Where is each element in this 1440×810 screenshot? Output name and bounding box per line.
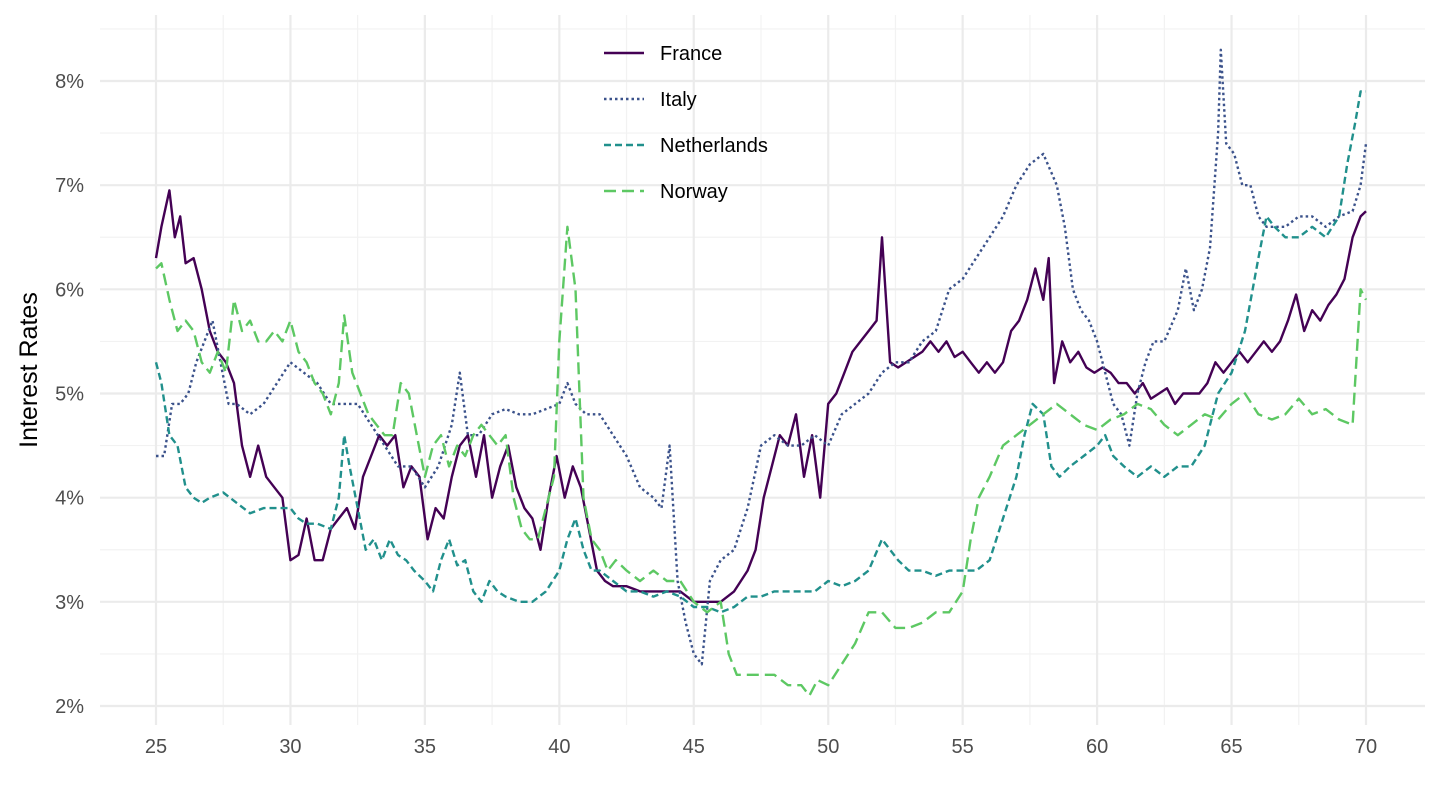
legend-label-norway: Norway: [660, 181, 728, 203]
y-tick-label: 3%: [55, 592, 84, 614]
y-tick-label: 6%: [55, 279, 84, 301]
y-axis-title: Interest Rates: [15, 292, 43, 448]
y-tick-label: 4%: [55, 488, 84, 510]
y-tick-label: 2%: [55, 696, 84, 718]
series-line-netherlands: [154, 90, 1366, 614]
x-tick-label: 55: [952, 736, 974, 758]
legend-label-italy: Italy: [660, 89, 697, 111]
x-tick-label: 40: [548, 736, 570, 758]
x-tick-label: 65: [1220, 736, 1242, 758]
x-tick-label: 50: [817, 736, 839, 758]
legend-label-france: France: [660, 43, 722, 65]
x-tick-label: 45: [683, 736, 705, 758]
minor-grid: [100, 15, 1425, 725]
series-line-norway: [155, 225, 1368, 697]
x-tick-label: 30: [279, 736, 301, 758]
x-tick-label: 35: [414, 736, 436, 758]
x-tick-label: 60: [1086, 736, 1108, 758]
y-tick-label: 7%: [55, 175, 84, 197]
y-tick-label: 8%: [55, 71, 84, 93]
legend-label-netherlands: Netherlands: [660, 135, 768, 157]
x-tick-label: 70: [1355, 736, 1377, 758]
x-axis-ticks: 25 30 35 40 45 50 55 60 65 70: [145, 736, 1377, 758]
y-tick-label: 5%: [55, 384, 84, 406]
legend: France Italy Netherlands Norway: [604, 43, 768, 203]
y-axis-ticks: 2% 3% 4% 5% 6% 7% 8%: [55, 71, 84, 718]
series-line-italy: [156, 48, 1368, 666]
series-layer: [154, 48, 1368, 697]
x-tick-label: 25: [145, 736, 167, 758]
